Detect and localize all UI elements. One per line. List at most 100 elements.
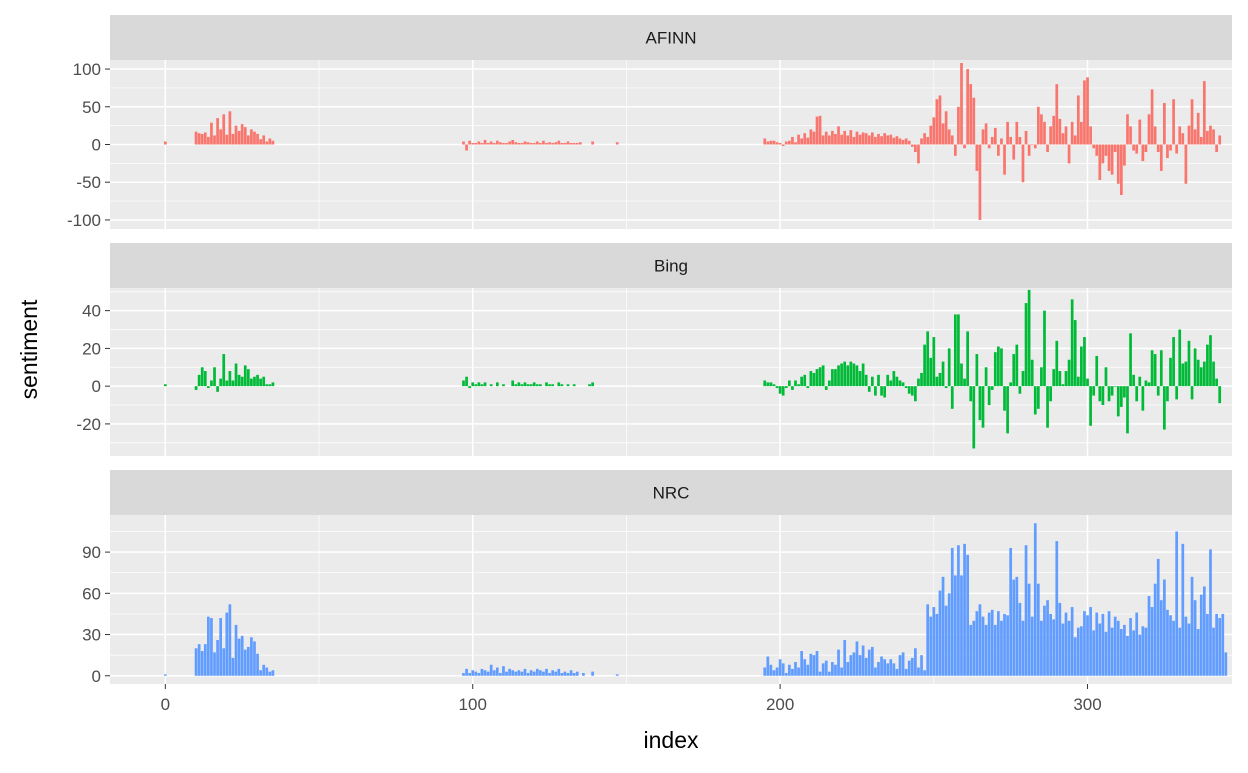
- bar: [929, 616, 933, 676]
- bar: [781, 144, 785, 147]
- bar: [511, 139, 515, 145]
- bar: [1147, 596, 1151, 676]
- bar: [523, 668, 527, 676]
- bar: [1159, 144, 1163, 171]
- bar: [526, 673, 530, 676]
- bar: [1113, 144, 1117, 153]
- bar: [855, 131, 859, 145]
- bar: [1153, 126, 1157, 145]
- bar: [1027, 144, 1031, 156]
- bar: [517, 142, 521, 145]
- bar: [259, 670, 262, 676]
- bar: [210, 122, 213, 145]
- bar: [1058, 118, 1062, 145]
- bar: [253, 641, 256, 676]
- strip-background: [110, 243, 1232, 288]
- bar: [203, 371, 207, 387]
- bar: [855, 365, 859, 387]
- bar: [1144, 380, 1148, 387]
- bar: [265, 141, 269, 145]
- bar: [572, 384, 576, 387]
- bar: [163, 384, 167, 387]
- bar: [256, 374, 259, 387]
- bar: [1000, 620, 1003, 676]
- bar: [591, 141, 594, 145]
- strip-label: Bing: [654, 257, 688, 276]
- bar: [480, 384, 484, 387]
- bar: [929, 125, 933, 145]
- bar: [1040, 114, 1043, 145]
- bar: [895, 668, 899, 676]
- bar: [1076, 376, 1080, 387]
- bar: [978, 604, 982, 676]
- bar: [1080, 346, 1083, 387]
- bar: [1193, 129, 1197, 145]
- bar: [880, 136, 883, 145]
- bar: [1218, 386, 1222, 404]
- bar: [932, 117, 936, 145]
- panel-background: [110, 288, 1232, 456]
- bar: [1123, 144, 1126, 166]
- bar: [775, 386, 779, 389]
- bar: [1018, 602, 1022, 676]
- bar: [1215, 378, 1218, 387]
- bar: [864, 133, 868, 145]
- bar: [1138, 376, 1142, 387]
- bar: [234, 125, 238, 145]
- bar: [1141, 144, 1145, 162]
- bar: [557, 382, 561, 387]
- bar: [262, 135, 266, 145]
- bar: [840, 363, 843, 387]
- bar: [1202, 586, 1206, 676]
- bar: [219, 618, 223, 676]
- bar: [1015, 576, 1019, 676]
- bar: [1040, 367, 1043, 387]
- bar: [228, 604, 232, 676]
- bar: [1144, 627, 1148, 676]
- bar: [572, 673, 576, 676]
- bar: [1159, 350, 1163, 387]
- bar: [240, 376, 244, 387]
- bar: [1184, 361, 1188, 387]
- y-tick-label: 0: [92, 377, 101, 396]
- bar: [1101, 613, 1105, 676]
- bar: [963, 378, 966, 387]
- bar: [827, 135, 831, 145]
- bar: [517, 670, 521, 676]
- bar: [1043, 605, 1046, 676]
- bar: [950, 547, 954, 676]
- bar: [243, 127, 247, 145]
- bar: [477, 141, 481, 145]
- bar: [926, 604, 930, 676]
- bar: [489, 384, 493, 387]
- bar: [981, 129, 985, 145]
- bar: [923, 344, 926, 387]
- bar: [966, 331, 969, 387]
- bar: [535, 668, 539, 676]
- bar: [502, 666, 505, 676]
- bar: [809, 129, 813, 145]
- bar: [769, 140, 773, 145]
- bar: [843, 361, 847, 387]
- bar: [1086, 615, 1089, 676]
- bar: [821, 365, 825, 387]
- bar: [932, 607, 936, 676]
- bar: [1089, 386, 1092, 426]
- bar: [815, 369, 819, 387]
- bar: [880, 656, 883, 676]
- bar: [972, 386, 976, 449]
- bar: [966, 554, 969, 676]
- bar: [526, 142, 530, 145]
- bar: [1012, 354, 1016, 387]
- bar: [1199, 136, 1203, 145]
- bar: [831, 662, 834, 676]
- bar: [1058, 371, 1062, 387]
- bar: [960, 575, 963, 676]
- bar: [545, 142, 548, 145]
- bar: [554, 671, 558, 676]
- y-tick-label: 20: [82, 339, 101, 358]
- bar: [846, 135, 850, 145]
- bar: [1027, 289, 1031, 387]
- bar: [588, 384, 591, 387]
